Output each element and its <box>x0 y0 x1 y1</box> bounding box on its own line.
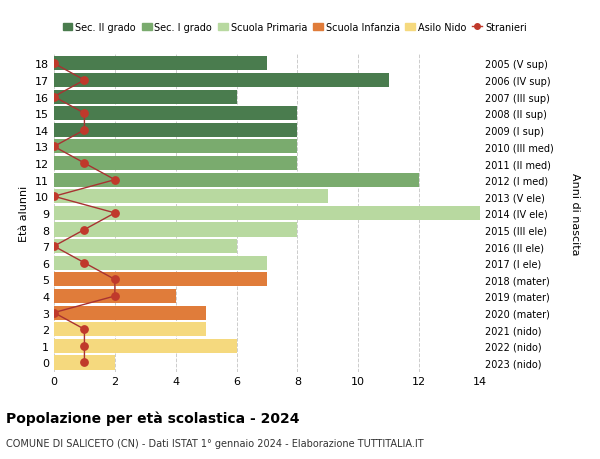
Point <box>80 110 89 118</box>
Point <box>80 160 89 168</box>
Bar <box>54 207 480 220</box>
Point <box>49 193 59 201</box>
Legend: Sec. II grado, Sec. I grado, Scuola Primaria, Scuola Infanzia, Asilo Nido, Stran: Sec. II grado, Sec. I grado, Scuola Prim… <box>59 19 530 37</box>
Bar <box>54 140 298 154</box>
Point <box>49 143 59 151</box>
Bar <box>54 223 298 237</box>
Bar <box>54 57 267 71</box>
Bar <box>54 273 267 287</box>
Point <box>110 210 119 217</box>
Bar <box>54 323 206 336</box>
Point <box>49 309 59 317</box>
Point <box>80 359 89 366</box>
Y-axis label: Anni di nascita: Anni di nascita <box>570 172 580 255</box>
Bar <box>54 289 176 303</box>
Bar <box>54 339 236 353</box>
Point <box>80 127 89 134</box>
Bar <box>54 240 236 254</box>
Bar <box>54 157 298 171</box>
Point <box>49 94 59 101</box>
Point <box>80 259 89 267</box>
Text: Popolazione per età scolastica - 2024: Popolazione per età scolastica - 2024 <box>6 411 299 425</box>
Point <box>110 276 119 284</box>
Bar <box>54 190 328 204</box>
Point <box>110 177 119 184</box>
Y-axis label: Età alunni: Età alunni <box>19 185 29 241</box>
Point <box>49 61 59 68</box>
Bar <box>54 107 298 121</box>
Point <box>80 77 89 84</box>
Bar <box>54 74 389 88</box>
Point <box>80 342 89 350</box>
Bar <box>54 123 298 138</box>
Bar <box>54 90 236 104</box>
Bar <box>54 356 115 369</box>
Point <box>80 326 89 333</box>
Bar <box>54 256 267 270</box>
Bar <box>54 173 419 187</box>
Point <box>110 293 119 300</box>
Point <box>49 243 59 250</box>
Text: COMUNE DI SALICETO (CN) - Dati ISTAT 1° gennaio 2024 - Elaborazione TUTTITALIA.I: COMUNE DI SALICETO (CN) - Dati ISTAT 1° … <box>6 438 424 448</box>
Bar <box>54 306 206 320</box>
Point <box>80 226 89 234</box>
